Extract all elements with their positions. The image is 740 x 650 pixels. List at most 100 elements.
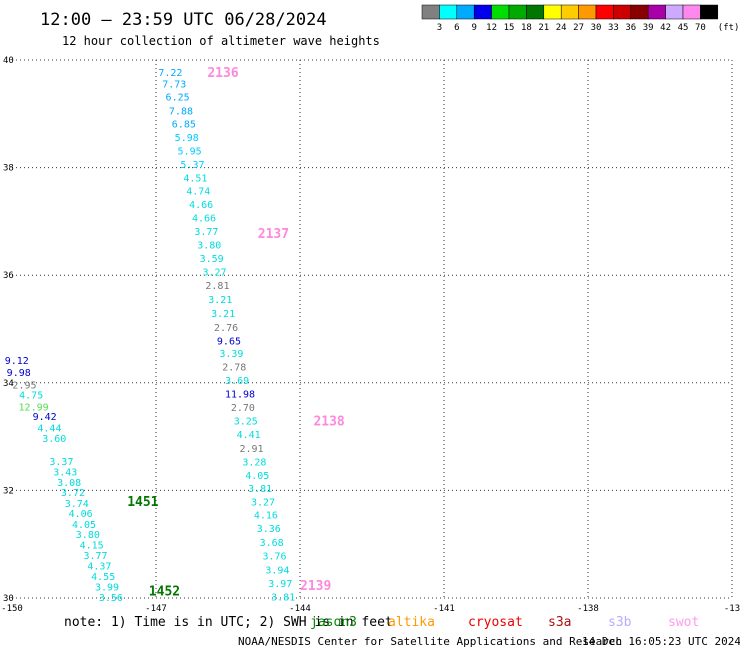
pass-number-label: 2136 (207, 66, 238, 81)
color-scale-label: 15 (504, 23, 515, 33)
wave-height-value: 3.81 (248, 484, 272, 495)
wave-height-value: 3.60 (42, 434, 66, 445)
y-tick-label: 30 (3, 594, 14, 604)
satellite-name: swot (668, 615, 699, 630)
wave-height-value: 3.21 (208, 295, 232, 306)
color-swatch (473, 4, 492, 20)
wave-height-value: 11.98 (225, 390, 255, 401)
color-swatch (560, 4, 579, 20)
x-tick-label: -147 (145, 604, 167, 614)
wave-height-value: 3.43 (53, 468, 77, 479)
wave-height-value: 4.75 (19, 391, 43, 402)
color-swatch (595, 4, 614, 20)
wave-height-value: 2.70 (231, 403, 255, 414)
color-scale-label: 9 (471, 23, 476, 33)
pass-number-label: 2137 (258, 227, 289, 242)
color-swatch (630, 4, 649, 20)
wave-height-value: 3.27 (251, 498, 275, 509)
color-scale-legend: 3 6 9 12 15 18 21 24 27 30 33 36 39 42 45 70 (ft) (421, 4, 740, 33)
color-scale-label: 42 (660, 23, 671, 33)
wave-height-value: 3.80 (197, 241, 221, 252)
wave-height-value: 3.27 (203, 267, 227, 278)
wave-height-value: 3.56 (99, 593, 123, 604)
color-scale-label: 6 (454, 23, 459, 33)
wave-height-value: 4.15 (80, 541, 104, 552)
color-scale-label: 24 (556, 23, 567, 33)
wave-height-value: 3.80 (76, 530, 100, 541)
wave-height-value: 3.25 (234, 416, 258, 427)
chart-title: 12:00 – 23:59 UTC 06/28/2024 (40, 10, 327, 30)
color-scale-label: 70 (695, 23, 706, 33)
wave-height-value: 3.74 (65, 499, 89, 510)
color-swatch (613, 4, 632, 20)
wave-height-value: 2.95 (12, 380, 36, 391)
wave-height-value: 3.81 (271, 592, 295, 603)
x-tick-label: -141 (433, 604, 455, 614)
wave-height-value: 4.05 (72, 520, 96, 531)
pass-number-label: 2138 (313, 414, 344, 429)
axis-ticks: -150 -147 -144 -141 -138 -13 30 32 34 36 38 40 (1, 56, 740, 614)
wave-height-value: 2.78 (222, 363, 246, 374)
wave-height-value: 2.76 (214, 323, 238, 334)
color-swatch (491, 4, 510, 20)
pass-number-label: 1451 (127, 495, 158, 510)
color-scale-label: 21 (538, 23, 549, 33)
wave-height-value: 3.08 (57, 478, 81, 489)
wave-height-value: 4.66 (189, 200, 213, 211)
color-swatch (578, 4, 597, 20)
pass-number-label: 1452 (149, 584, 180, 599)
wave-height-value: 4.51 (183, 173, 207, 184)
wave-height-value: 4.41 (237, 430, 261, 441)
y-tick-label: 36 (3, 271, 14, 281)
wave-height-value: 3.99 (95, 583, 119, 594)
generated-timestamp: 14 Dec 16:05:23 UTC 2024 (582, 635, 740, 648)
satellite-legend: jason3 altika cryosat s3a s3b swot (310, 615, 699, 630)
color-scale-label: 39 (643, 23, 654, 33)
y-tick-label: 40 (3, 56, 14, 66)
wave-height-value: 9.65 (217, 336, 241, 347)
wave-height-value: 9.98 (7, 368, 31, 379)
credit-text: NOAA/NESDIS Center for Satellite Applica… (238, 635, 622, 648)
wave-height-value: 4.44 (37, 423, 61, 434)
color-swatch (682, 4, 701, 20)
y-tick-label: 38 (3, 164, 14, 174)
wave-height-value: 4.74 (186, 187, 210, 198)
color-scale-label: 30 (591, 23, 602, 33)
wave-height-value: 3.69 (225, 376, 249, 387)
color-scale-label: (ft) (718, 23, 740, 33)
color-swatch (456, 4, 475, 20)
color-swatch (421, 4, 440, 20)
color-scale-label: 36 (625, 23, 636, 33)
wave-height-value: 3.97 (268, 579, 292, 590)
color-scale-label: 12 (486, 23, 497, 33)
satellite-name: jason3 (310, 615, 357, 630)
wave-height-value: 2.81 (205, 281, 229, 292)
units-note: note: 1) Time is in UTC; 2) SWH is in fe… (64, 615, 393, 630)
wave-height-value: 5.98 (175, 133, 199, 144)
wave-height-value: 3.39 (219, 349, 243, 360)
color-swatch (647, 4, 666, 20)
wave-height-value: 3.77 (194, 227, 218, 238)
color-swatch (700, 4, 719, 20)
wave-height-value: 7.88 (169, 107, 193, 118)
wave-height-value: 3.94 (265, 565, 289, 576)
color-scale-label: 3 (437, 23, 442, 33)
satellite-name: s3b (608, 615, 632, 630)
color-swatch (439, 4, 458, 20)
satellite-name: altika (388, 615, 435, 630)
color-scale-label: 33 (608, 23, 619, 33)
wave-height-value: 3.36 (257, 524, 281, 535)
color-swatch (665, 4, 684, 20)
wave-height-value: 3.59 (200, 254, 224, 265)
wave-height-value: 3.72 (61, 488, 85, 499)
wave-height-value: 3.21 (211, 309, 235, 320)
x-tick-label: -138 (577, 604, 599, 614)
wave-height-value: 4.05 (245, 471, 269, 482)
wave-height-value: 3.37 (49, 457, 73, 468)
pass-number-label: 2139 (300, 579, 331, 594)
wave-height-value: 4.37 (87, 562, 111, 573)
wave-height-value: 5.95 (178, 146, 202, 157)
color-swatch (543, 4, 562, 20)
satellite-name: cryosat (468, 615, 523, 630)
